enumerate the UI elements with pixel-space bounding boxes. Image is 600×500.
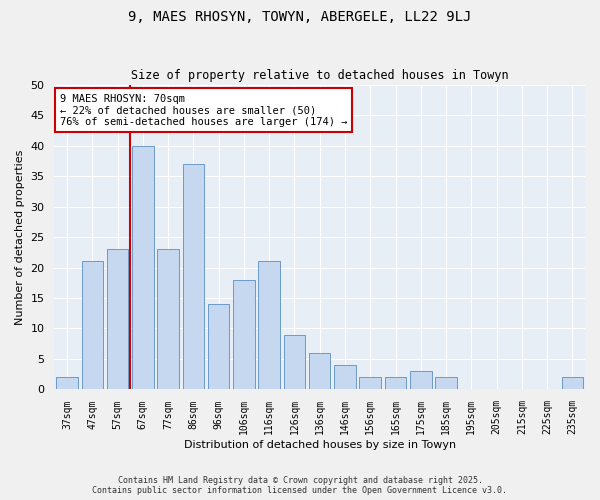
Bar — [562, 378, 583, 390]
Bar — [309, 353, 331, 390]
Bar — [56, 378, 78, 390]
Bar — [284, 334, 305, 390]
Bar — [410, 371, 431, 390]
Bar — [82, 262, 103, 390]
Bar — [435, 378, 457, 390]
Bar — [359, 378, 381, 390]
Bar — [259, 262, 280, 390]
Text: 9 MAES RHOSYN: 70sqm
← 22% of detached houses are smaller (50)
76% of semi-detac: 9 MAES RHOSYN: 70sqm ← 22% of detached h… — [60, 94, 347, 127]
Bar — [334, 365, 356, 390]
Bar — [107, 249, 128, 390]
Text: Contains HM Land Registry data © Crown copyright and database right 2025.
Contai: Contains HM Land Registry data © Crown c… — [92, 476, 508, 495]
Bar — [182, 164, 204, 390]
Bar — [132, 146, 154, 390]
X-axis label: Distribution of detached houses by size in Towyn: Distribution of detached houses by size … — [184, 440, 456, 450]
Bar — [385, 378, 406, 390]
Y-axis label: Number of detached properties: Number of detached properties — [15, 150, 25, 324]
Bar — [157, 249, 179, 390]
Title: Size of property relative to detached houses in Towyn: Size of property relative to detached ho… — [131, 69, 509, 82]
Text: 9, MAES RHOSYN, TOWYN, ABERGELE, LL22 9LJ: 9, MAES RHOSYN, TOWYN, ABERGELE, LL22 9L… — [128, 10, 472, 24]
Bar — [208, 304, 229, 390]
Bar — [233, 280, 254, 390]
